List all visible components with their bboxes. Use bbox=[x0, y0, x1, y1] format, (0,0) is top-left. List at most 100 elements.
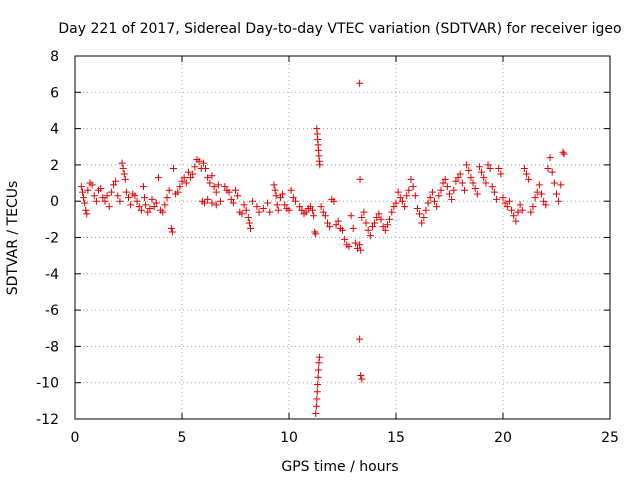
data-point bbox=[358, 375, 366, 383]
data-point bbox=[416, 210, 424, 218]
data-point bbox=[135, 203, 143, 211]
data-point bbox=[266, 208, 274, 216]
data-point bbox=[356, 175, 364, 183]
data-point bbox=[178, 177, 186, 185]
data-point bbox=[357, 246, 365, 254]
data-point bbox=[210, 183, 218, 191]
data-point bbox=[460, 186, 468, 194]
data-point bbox=[99, 194, 107, 202]
data-point bbox=[422, 206, 430, 214]
data-point bbox=[349, 224, 357, 232]
data-point bbox=[97, 184, 105, 192]
y-tick-label: -4 bbox=[45, 267, 59, 283]
data-point bbox=[525, 175, 533, 183]
data-point bbox=[553, 190, 560, 198]
data-point bbox=[465, 166, 473, 174]
data-point bbox=[424, 199, 432, 207]
data-point bbox=[324, 219, 332, 227]
data-point bbox=[214, 181, 222, 189]
data-point bbox=[107, 188, 115, 196]
data-point bbox=[133, 197, 141, 205]
data-point bbox=[273, 201, 281, 209]
data-point bbox=[473, 190, 481, 198]
data-point bbox=[452, 177, 460, 185]
data-points bbox=[77, 79, 568, 418]
data-point bbox=[555, 197, 563, 205]
data-point bbox=[437, 186, 445, 194]
data-point bbox=[339, 226, 346, 234]
data-point bbox=[411, 192, 419, 200]
data-point bbox=[238, 210, 246, 218]
data-point bbox=[550, 179, 558, 187]
data-point bbox=[187, 174, 195, 182]
data-point bbox=[125, 194, 132, 202]
data-point bbox=[398, 197, 406, 205]
x-axis-label: GPS time / hours bbox=[281, 459, 398, 475]
data-point bbox=[232, 186, 239, 194]
data-point bbox=[471, 184, 479, 192]
data-point bbox=[356, 335, 364, 343]
data-point bbox=[482, 179, 490, 187]
data-point bbox=[316, 161, 324, 169]
data-point bbox=[312, 230, 320, 238]
data-point bbox=[542, 201, 550, 209]
data-point bbox=[392, 199, 400, 207]
data-point bbox=[508, 206, 516, 214]
y-tick-label: -2 bbox=[45, 231, 59, 247]
data-point bbox=[169, 165, 177, 173]
data-point bbox=[388, 208, 396, 216]
data-point bbox=[353, 244, 361, 252]
data-point bbox=[456, 170, 464, 178]
data-point bbox=[345, 243, 353, 251]
data-point bbox=[141, 194, 149, 202]
data-point bbox=[225, 188, 233, 196]
data-point bbox=[478, 168, 486, 176]
data-point bbox=[229, 199, 237, 207]
data-point bbox=[463, 161, 471, 169]
data-point bbox=[379, 223, 387, 231]
data-point bbox=[486, 165, 494, 173]
data-point bbox=[512, 217, 520, 225]
data-point bbox=[202, 165, 210, 173]
data-point bbox=[163, 194, 171, 202]
x-tick-label: 5 bbox=[178, 430, 187, 446]
data-point bbox=[475, 163, 483, 171]
data-point bbox=[114, 192, 122, 200]
data-point bbox=[84, 186, 92, 194]
data-point bbox=[413, 204, 421, 212]
data-point bbox=[362, 219, 370, 227]
data-point bbox=[167, 224, 175, 232]
y-tick-label: 0 bbox=[50, 194, 59, 210]
data-point bbox=[82, 206, 90, 214]
data-point bbox=[418, 219, 426, 227]
data-point bbox=[334, 217, 342, 225]
data-point bbox=[246, 224, 254, 232]
data-point bbox=[368, 223, 376, 231]
data-point bbox=[191, 163, 199, 171]
data-point bbox=[560, 150, 568, 158]
data-point bbox=[467, 174, 475, 182]
data-point bbox=[484, 161, 492, 169]
data-point bbox=[371, 219, 379, 227]
data-point bbox=[276, 194, 284, 202]
data-point bbox=[154, 174, 162, 182]
data-point bbox=[88, 181, 96, 189]
data-point bbox=[208, 172, 216, 180]
data-point bbox=[272, 192, 280, 200]
data-point bbox=[253, 203, 261, 211]
data-point bbox=[83, 210, 91, 218]
data-point bbox=[120, 170, 128, 178]
data-point bbox=[514, 208, 522, 216]
data-point bbox=[375, 210, 383, 218]
data-point bbox=[529, 203, 537, 211]
data-point bbox=[446, 190, 453, 198]
y-axis-label: SDTVAR / TECUs bbox=[5, 181, 21, 296]
data-point bbox=[394, 188, 402, 196]
data-point bbox=[118, 159, 126, 167]
data-point bbox=[315, 353, 323, 361]
data-point bbox=[296, 203, 304, 211]
data-point bbox=[510, 212, 518, 220]
data-point bbox=[245, 219, 253, 227]
data-point bbox=[103, 192, 111, 200]
data-point bbox=[189, 170, 197, 178]
